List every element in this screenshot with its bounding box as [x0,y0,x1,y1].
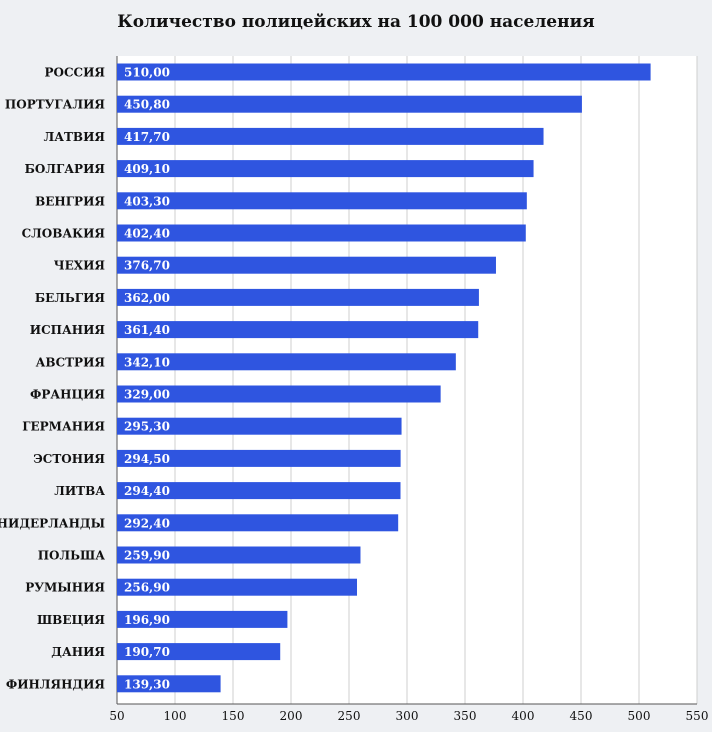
bar [117,127,544,145]
bar [117,63,651,81]
value-label: 259,90 [124,549,170,563]
category-label: РОССИЯ [45,66,106,80]
x-tick-label: 200 [280,709,303,723]
category-label: ФИНЛЯНДИЯ [6,677,106,691]
chart-title: Количество полицейских на 100 000 населе… [117,12,595,32]
value-label: 450,80 [124,98,170,112]
bar [117,546,361,564]
bar [117,288,479,306]
bar [117,449,401,467]
bar [117,385,441,403]
bar [117,675,221,693]
x-tick-label: 450 [570,709,593,723]
category-label: ПОЛЬША [38,549,106,563]
value-label: 376,70 [124,259,170,273]
bar [117,321,479,339]
category-label: ШВЕЦИЯ [37,613,105,627]
value-label: 329,00 [124,388,170,402]
value-label: 292,40 [124,516,170,530]
category-label: СЛОВАКИЯ [22,227,106,241]
category-label: ЧЕХИЯ [54,259,106,273]
category-label: ДАНИЯ [51,645,105,659]
category-label: ЭСТОНИЯ [33,452,105,466]
bar [117,160,534,178]
category-label: РУМЫНИЯ [25,581,105,595]
category-label: ЛАТВИЯ [44,130,106,144]
category-label: ЛИТВА [54,484,105,498]
x-tick-label: 350 [454,709,477,723]
bar [117,643,281,661]
value-label: 294,40 [124,484,170,498]
bar [117,224,526,242]
value-label: 510,00 [124,66,170,80]
x-tick-label: 150 [222,709,245,723]
bar [117,514,399,532]
x-tick-label: 50 [109,709,124,723]
category-label: ФРАНЦИЯ [30,388,105,402]
value-label: 409,10 [124,162,170,176]
bar [117,417,402,435]
category-label: ПОРТУГАЛИЯ [5,98,105,112]
bar [117,256,496,274]
x-tick-label: 250 [338,709,361,723]
value-label: 342,10 [124,355,170,369]
value-label: 295,30 [124,420,170,434]
x-tick-label: 100 [164,709,187,723]
value-label: 256,90 [124,581,170,595]
category-label: ВЕНГРИЯ [35,194,105,208]
category-label: БЕЛЬГИЯ [35,291,106,305]
value-label: 362,00 [124,291,170,305]
bar [117,95,582,113]
value-label: 294,50 [124,452,170,466]
x-tick-label: 500 [628,709,651,723]
bar [117,353,456,371]
bar [117,578,358,596]
x-tick-label: 300 [396,709,419,723]
bar [117,192,527,210]
category-label: БОЛГАРИЯ [25,162,106,176]
category-label: ИСПАНИЯ [30,323,106,337]
category-label: ГЕРМАНИЯ [22,420,105,434]
value-label: 361,40 [124,323,170,337]
value-label: 196,90 [124,613,170,627]
value-label: 402,40 [124,227,170,241]
x-tick-label: 550 [686,709,709,723]
value-label: 190,70 [124,645,170,659]
bar [117,610,288,628]
x-tick-label: 400 [512,709,535,723]
category-label: НИДЕРЛАНДЫ [0,516,105,530]
value-label: 403,30 [124,194,170,208]
value-label: 417,70 [124,130,170,144]
category-label: АВСТРИЯ [36,355,106,369]
bar [117,482,401,500]
value-label: 139,30 [124,677,170,691]
